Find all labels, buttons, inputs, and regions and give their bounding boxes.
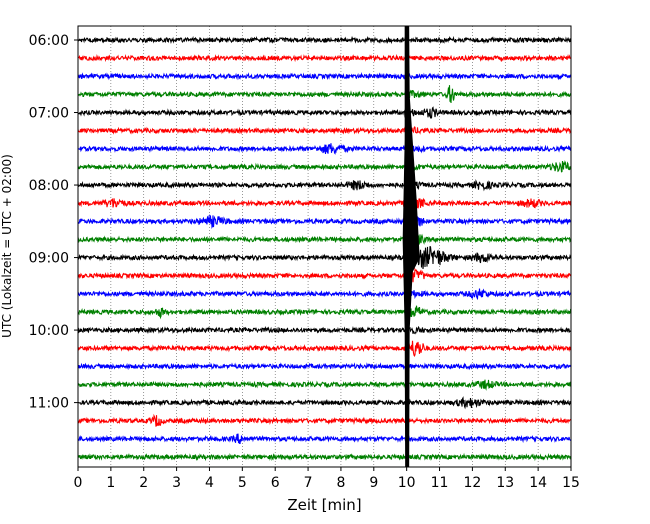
x-tick-label: 9 [369, 475, 378, 491]
y-tick-label: 11:00 [29, 396, 69, 412]
trace-line [77, 143, 572, 155]
x-tick-label: 11 [431, 475, 449, 491]
x-tick-label: 7 [304, 475, 313, 491]
x-tick-label: 15 [562, 475, 580, 491]
y-tick-label: 09:00 [29, 251, 69, 267]
x-tick-label: 10 [398, 475, 416, 491]
x-tick-label: 0 [74, 475, 83, 491]
x-tick-label: 12 [463, 475, 481, 491]
event-arrival-band [402, 26, 420, 467]
y-tick-label: 06:00 [29, 33, 69, 49]
trace-line [77, 53, 572, 63]
y-tick-label: 08:00 [29, 178, 69, 194]
trace-line [77, 179, 572, 192]
trace-line [77, 193, 572, 213]
x-tick-label: 14 [529, 475, 547, 491]
trace-line [77, 265, 572, 283]
trace-line [77, 413, 572, 427]
x-tick-label: 13 [496, 475, 514, 491]
x-tick-label: 8 [336, 475, 345, 491]
trace-line [77, 325, 572, 335]
trace-line [77, 362, 572, 371]
trace-line [77, 211, 572, 232]
x-axis-ticks: 0 1 2 3 4 5 6 7 8 9 10 11 12 13 14 15 [74, 467, 580, 491]
trace-line [77, 246, 572, 270]
trace-line [77, 35, 572, 45]
trace-line [77, 396, 572, 410]
trace-line [77, 106, 572, 120]
trace-line [77, 305, 572, 320]
trace-line [77, 160, 572, 173]
trace-line [77, 125, 572, 135]
y-tick-label: 10:00 [29, 323, 69, 339]
trace-line [77, 379, 572, 391]
x-tick-label: 3 [172, 475, 181, 491]
y-tick-label: 07:00 [29, 106, 69, 122]
trace-line [77, 340, 572, 357]
plot-frame [77, 25, 572, 468]
x-tick-label: 5 [238, 475, 247, 491]
trace-line [77, 72, 572, 81]
x-tick-label: 4 [205, 475, 214, 491]
x-tick-label: 1 [106, 475, 115, 491]
y-axis-ticks: 06:00 07:00 08:00 09:00 10:00 11:00 [29, 33, 78, 412]
trace-line [77, 85, 572, 104]
trace-line [77, 288, 572, 301]
x-tick-label: 6 [271, 475, 280, 491]
trace-line [77, 433, 572, 444]
trace-line [77, 452, 572, 462]
y-axis-label: UTC (Lokalzeit = UTC + 02:00) [0, 154, 14, 338]
x-axis-label: Zeit [min] [287, 496, 361, 514]
seismic-traces [77, 26, 572, 467]
trace-line [77, 229, 572, 249]
x-tick-label: 2 [139, 475, 148, 491]
